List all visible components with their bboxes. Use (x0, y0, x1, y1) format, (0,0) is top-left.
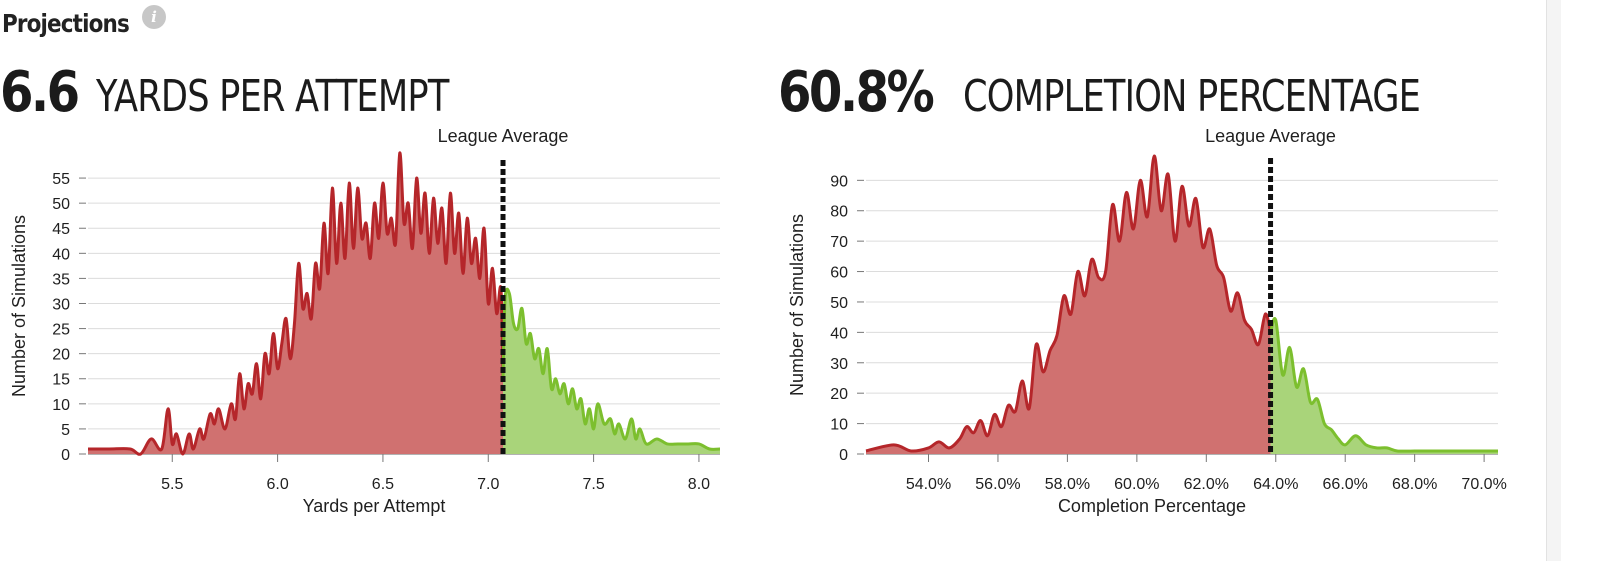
stat-value: 6.6 (0, 60, 80, 125)
y-tick-label: 55 (52, 171, 70, 188)
y-axis-label: Number of Simulations (787, 214, 807, 396)
y-tick-label: 10 (830, 417, 848, 434)
x-axis-label: Completion Percentage (1058, 496, 1246, 516)
x-tick-label: 70.0% (1461, 476, 1506, 493)
y-tick-label: 0 (839, 447, 848, 464)
y-tick-label: 30 (830, 356, 848, 373)
x-tick-label: 60.0% (1114, 476, 1159, 493)
above-average-area (1270, 318, 1498, 454)
info-icon[interactable]: i (142, 5, 166, 29)
y-tick-label: 60 (830, 265, 848, 282)
above-average-line (501, 287, 721, 451)
y-tick-label: 10 (52, 397, 70, 414)
y-tick-label: 90 (830, 173, 848, 190)
y-tick-label: 50 (830, 295, 848, 312)
below-average-line (865, 154, 1273, 453)
x-tick-label: 64.0% (1253, 476, 1298, 493)
league-average-label: League Average (1205, 126, 1336, 146)
x-tick-label: 58.0% (1045, 476, 1090, 493)
y-tick-label: 35 (52, 271, 70, 288)
below-average-area (866, 155, 1271, 455)
chart-1: 0 5 10 15 20 25 30 35 40 45 50 55 5.5 6.0 6.5 7.0 7.5 8.0… (9, 126, 721, 516)
x-tick-label: 7.5 (582, 476, 604, 493)
x-tick-label: 62.0% (1184, 476, 1229, 493)
stat-value: 60.8% (778, 60, 935, 125)
y-tick-label: 45 (52, 221, 70, 238)
y-tick-label: 40 (52, 246, 70, 263)
x-tick-label: 68.0% (1392, 476, 1437, 493)
x-tick-label: 8.0 (688, 476, 710, 493)
y-tick-label: 25 (52, 322, 70, 339)
above-average-area (503, 289, 720, 454)
below-average-area (88, 152, 504, 455)
y-tick-label: 15 (52, 372, 70, 389)
x-tick-label: 6.0 (266, 476, 288, 493)
y-axis-label: Number of Simulations (9, 215, 29, 397)
x-tick-label: 7.0 (477, 476, 499, 493)
x-axis-label: Yards per Attempt (303, 496, 446, 516)
league-average-label: League Average (438, 126, 569, 146)
x-tick-label: 66.0% (1323, 476, 1368, 493)
stat-label: COMPLETION PERCENTAGE (963, 71, 1421, 122)
below-average-line (88, 151, 505, 456)
y-tick-label: 70 (830, 234, 848, 251)
x-tick-label: 54.0% (906, 476, 951, 493)
x-tick-label: 6.5 (372, 476, 394, 493)
y-tick-label: 5 (61, 422, 70, 439)
section-header: Projections (2, 6, 150, 40)
y-tick-label: 0 (61, 447, 70, 464)
y-tick-label: 50 (52, 196, 70, 213)
y-tick-label: 20 (830, 386, 848, 403)
stat-completion-percentage: 60.8% COMPLETION PERCENTAGE (778, 60, 1535, 125)
x-tick-label: 56.0% (975, 476, 1020, 493)
above-average-line (1269, 317, 1498, 453)
section-title: Projections (2, 8, 130, 38)
chart-2: 0 10 20 30 40 50 60 70 80 90 54.0% 56.0% 58.0% 60.0% 6… (787, 126, 1507, 516)
y-tick-label: 30 (52, 296, 70, 313)
y-tick-label: 40 (830, 325, 848, 342)
scrollbar[interactable] (1546, 0, 1561, 561)
y-tick-label: 20 (52, 347, 70, 364)
stat-label: YARDS PER ATTEMPT (96, 71, 449, 122)
x-tick-label: 5.5 (161, 476, 183, 493)
stat-yards-per-attempt: 6.6 YARDS PER ATTEMPT (0, 60, 537, 125)
y-tick-label: 80 (830, 204, 848, 221)
